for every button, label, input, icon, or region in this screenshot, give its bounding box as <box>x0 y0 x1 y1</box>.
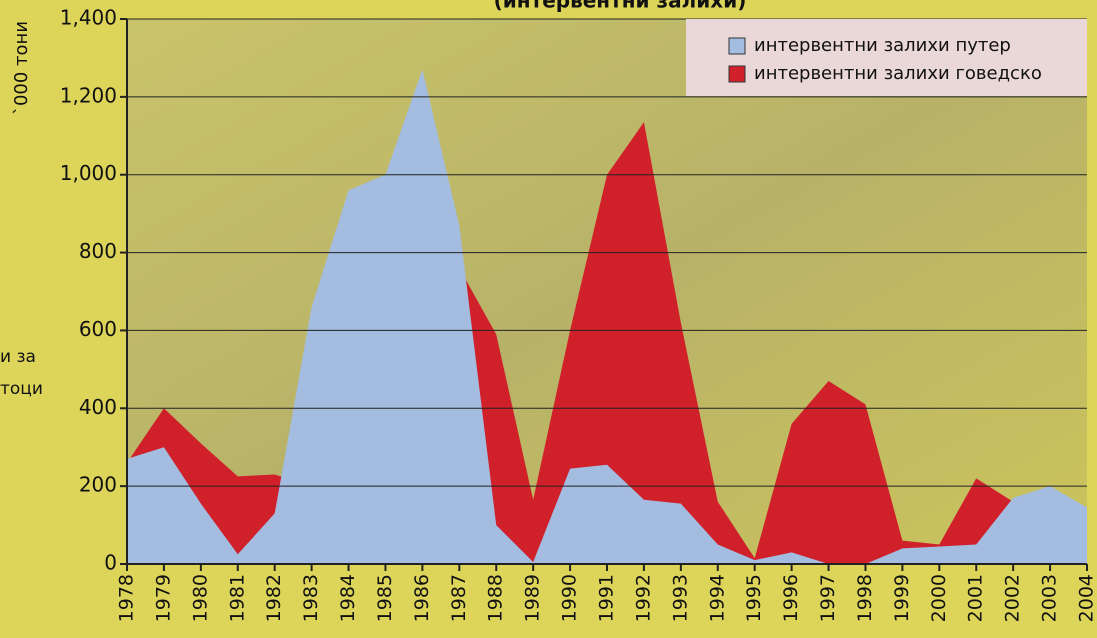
x-tick-label: 1978 <box>116 574 138 622</box>
legend-label: интервентни залихи говедско <box>754 63 1042 84</box>
x-tick-label: 1996 <box>780 574 802 622</box>
x-tick-label: 2000 <box>928 574 950 622</box>
y-tick-label: 200 <box>79 473 117 497</box>
x-tick-label: 1982 <box>263 574 285 622</box>
y-axis-label: `000 тони <box>11 21 32 115</box>
x-tick-label: 2003 <box>1039 574 1061 622</box>
legend-swatch <box>728 65 746 83</box>
x-tick-label: 1987 <box>448 574 470 622</box>
x-tick-label: 2004 <box>1076 574 1097 622</box>
x-tick-label: 2001 <box>965 574 987 622</box>
x-tick-label: 1983 <box>300 574 322 622</box>
x-tick-label: 1989 <box>522 574 544 622</box>
x-tick-label: 1986 <box>411 574 433 622</box>
x-tick-label: 2002 <box>1002 574 1024 622</box>
x-tick-label: 1988 <box>485 574 507 622</box>
legend-swatch <box>728 37 746 55</box>
y-tick-label: 0 <box>104 551 117 575</box>
x-tick-label: 1980 <box>189 574 211 622</box>
y-tick-label: 1,000 <box>60 161 117 185</box>
x-tick-label: 1993 <box>669 574 691 622</box>
x-tick-label: 1991 <box>596 574 618 622</box>
x-tick-label: 1999 <box>891 574 913 622</box>
x-tick-label: 1984 <box>337 574 359 622</box>
y-tick-label: 600 <box>79 317 117 341</box>
x-tick-label: 1979 <box>152 574 174 622</box>
y-tick-label: 1,400 <box>60 6 117 30</box>
x-tick-label: 1992 <box>632 574 654 622</box>
x-tick-label: 1998 <box>854 574 876 622</box>
y-tick-label: 400 <box>79 395 117 419</box>
y-tick-label: 1,200 <box>60 83 117 107</box>
x-tick-label: 1990 <box>559 574 581 622</box>
x-tick-label: 1985 <box>374 574 396 622</box>
y-tick-label: 800 <box>79 239 117 263</box>
x-tick-label: 1994 <box>706 574 728 622</box>
annotation: тоци <box>0 379 43 399</box>
x-tick-label: 1995 <box>743 574 765 622</box>
x-tick-label: 1981 <box>226 574 248 622</box>
area <box>127 122 1087 565</box>
legend <box>686 19 1087 96</box>
annotation: и за <box>0 347 36 367</box>
area <box>127 69 1087 564</box>
legend-label: интервентни залихи путер <box>754 35 1011 56</box>
x-tick-label: 1997 <box>817 574 839 622</box>
chart-title: (интервентни залихи) <box>494 0 747 13</box>
